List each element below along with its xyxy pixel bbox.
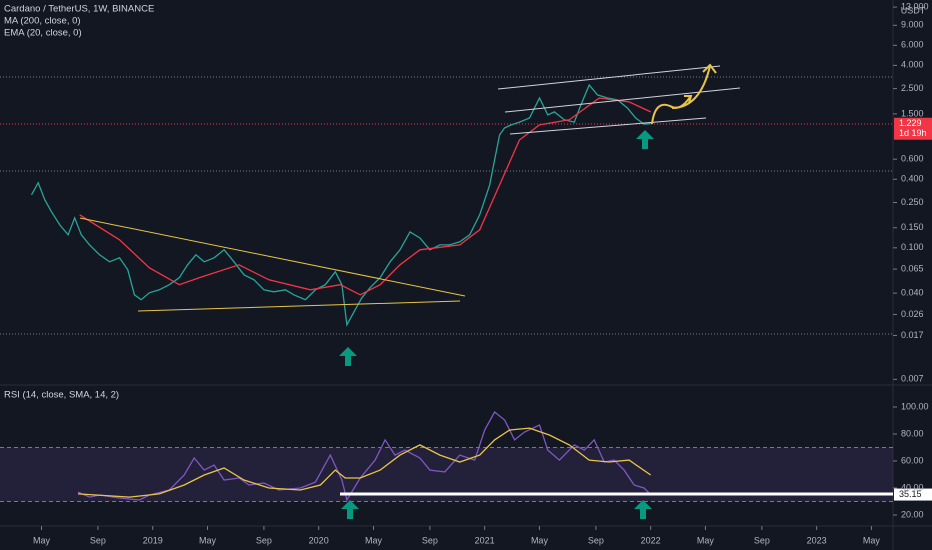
trendline (79, 217, 466, 297)
x-tick-label: Sep (422, 535, 438, 545)
trendline (137, 300, 461, 312)
currency: USDT (901, 5, 926, 15)
y-tick-label: 13.000 (901, 1, 929, 11)
legend-ma: MA (200, close, 0) (4, 16, 81, 27)
channel-line (497, 65, 721, 90)
y-tick-label: 0.007 (901, 374, 924, 384)
x-tick-label: May (697, 535, 715, 545)
legend-ema: EMA (20, close, 0) (4, 28, 82, 39)
y-tick-label: 1.500 (901, 108, 924, 118)
y-tick-label: 0.400 (901, 174, 924, 184)
x-tick-label: May (365, 535, 383, 545)
up-arrow (634, 500, 652, 519)
x-tick-label: Sep (90, 535, 106, 545)
x-tick-label: 2022 (641, 535, 661, 545)
y-tick-label: 20.00 (901, 509, 924, 519)
x-tick-label: Sep (754, 535, 770, 545)
arrow-head (684, 95, 693, 104)
y-tick-label: 6.000 (901, 40, 924, 50)
y-tick-label: 0.017 (901, 330, 924, 340)
x-tick-label: 2019 (143, 535, 163, 545)
x-tick-label: 2023 (807, 535, 827, 545)
up-arrow (339, 347, 357, 366)
projection-arrow (651, 96, 691, 125)
y-tick-label: 0.040 (901, 288, 924, 298)
axis-bg (893, 0, 932, 550)
y-tick-label: 0.250 (901, 197, 924, 207)
x-tick-label: 2021 (475, 535, 495, 545)
projection-arrow (671, 65, 711, 109)
arrow-head (702, 63, 717, 74)
series-line (77, 411, 652, 502)
x-tick-label: May (531, 535, 549, 545)
channel-line (509, 117, 707, 135)
x-tick-label: May (33, 535, 51, 545)
y-tick-label: 9.000 (901, 20, 924, 30)
rsi-tag: 35.15 (899, 489, 922, 499)
price-tag-bg (894, 117, 932, 140)
x-tick-label: May (199, 535, 217, 545)
drawings (79, 63, 893, 496)
up-arrow (636, 130, 654, 149)
series-line (79, 97, 651, 296)
rsi-title: RSI (14, close, SMA, 14, 2) (4, 390, 119, 401)
y-tick-label: 80.00 (901, 428, 924, 438)
x-tick-label: Sep (256, 535, 272, 545)
y-tick-label: 0.100 (901, 242, 924, 252)
arrows (339, 130, 654, 519)
horizontal-levels (0, 76, 893, 335)
legend-title: Cardano / TetherUS, 1W, BINANCE (4, 4, 154, 15)
series-line (77, 427, 652, 498)
x-tick-label: Sep (588, 535, 604, 545)
up-arrow (341, 500, 359, 519)
x-tick-label: 2020 (309, 535, 329, 545)
y-tick-label: 0.150 (901, 222, 924, 232)
countdown: 1d 19h (899, 128, 927, 138)
price-tag: 1.229 (899, 118, 922, 128)
y-tick-label: 0.065 (901, 263, 924, 273)
y-tick-label: 0.026 (901, 309, 924, 319)
y-tick-label: 60.00 (901, 455, 924, 465)
y-tick-label: 2.500 (901, 83, 924, 93)
x-tick-label: May (863, 535, 881, 545)
rsi-tag-bg (894, 488, 932, 501)
y-tick-label: 100.00 (901, 401, 929, 411)
y-tick-label: 0.600 (901, 154, 924, 164)
y-tick-label: 4.000 (901, 60, 924, 70)
y-tick-label: 40.00 (901, 482, 924, 492)
series-line (30, 83, 651, 327)
